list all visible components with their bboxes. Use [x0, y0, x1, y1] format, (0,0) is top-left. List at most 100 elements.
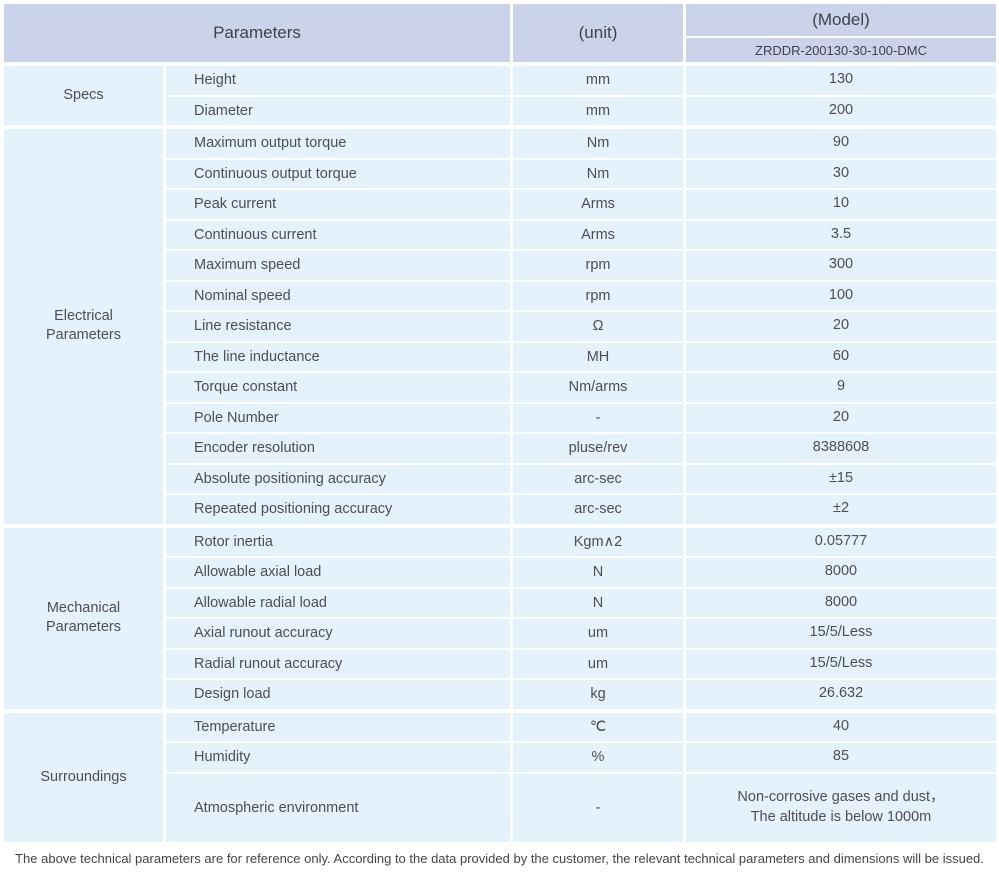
unit-cell: kg [513, 680, 683, 709]
unit-cell: Kgm∧2 [513, 527, 683, 556]
param-cell: Temperature [166, 712, 510, 741]
value-cell: 8000 [686, 588, 996, 617]
param-cell: Absolute positioning accuracy [166, 464, 510, 493]
unit-cell: Nm [513, 159, 683, 188]
value-cell: 26.632 [686, 680, 996, 709]
param-cell: Line resistance [166, 312, 510, 341]
section-label: Surroundings [4, 712, 163, 842]
section-specs: Specs Height mm 130 Diameter mm 200 [4, 66, 996, 125]
section-label: Electrical Parameters [4, 129, 163, 524]
table-row: Continuous current Arms 3.5 [166, 220, 996, 249]
table-row: Absolute positioning accuracy arc-sec ±1… [166, 464, 996, 493]
model-header-group: (Model) ZRDDR-200130-30-100-DMC [686, 4, 996, 62]
param-cell: Maximum output torque [166, 129, 510, 158]
param-cell: Height [166, 66, 510, 95]
section-rows: Maximum output torque Nm 90 Continuous o… [166, 129, 996, 524]
value-cell: Non-corrosive gases and dust， The altitu… [686, 773, 996, 842]
section-rows: Height mm 130 Diameter mm 200 [166, 66, 996, 125]
section-mechanical-parameters: Mechanical Parameters Rotor inertia Kgm∧… [4, 527, 996, 709]
model-header: (Model) [686, 4, 996, 36]
param-cell: Atmospheric environment [166, 773, 510, 842]
param-cell: Peak current [166, 190, 510, 219]
unit-cell: um [513, 649, 683, 678]
footer-note: The above technical parameters are for r… [15, 850, 984, 866]
value-cell: 20 [686, 403, 996, 432]
param-cell: Radial runout accuracy [166, 649, 510, 678]
table-row: Line resistance Ω 20 [166, 312, 996, 341]
unit-cell: arc-sec [513, 495, 683, 524]
value-cell: 30 [686, 159, 996, 188]
value-cell: 40 [686, 712, 996, 741]
table-row: Height mm 130 [166, 66, 996, 95]
table-row: Temperature ℃ 40 [166, 712, 996, 741]
table-row: Axial runout accuracy um 15/5/Less [166, 619, 996, 648]
table-row: Humidity % 85 [166, 743, 996, 772]
param-cell: Continuous current [166, 220, 510, 249]
value-cell: 0.05777 [686, 527, 996, 556]
param-cell: Allowable radial load [166, 588, 510, 617]
table-row: Continuous output torque Nm 30 [166, 159, 996, 188]
table-row: Pole Number - 20 [166, 403, 996, 432]
value-cell: 90 [686, 129, 996, 158]
unit-cell: Arms [513, 190, 683, 219]
param-cell: Repeated positioning accuracy [166, 495, 510, 524]
unit-cell: - [513, 773, 683, 842]
value-cell: 8388608 [686, 434, 996, 463]
unit-cell: mm [513, 66, 683, 95]
param-cell: Maximum speed [166, 251, 510, 280]
value-cell: 60 [686, 342, 996, 371]
table-row: Nominal speed rpm 100 [166, 281, 996, 310]
table-row: Repeated positioning accuracy arc-sec ±2 [166, 495, 996, 524]
section-rows: Temperature ℃ 40 Humidity % 85 Atmospher… [166, 712, 996, 842]
param-cell: Continuous output torque [166, 159, 510, 188]
value-cell: 300 [686, 251, 996, 280]
table-row: Encoder resolution pluse/rev 8388608 [166, 434, 996, 463]
value-cell: 10 [686, 190, 996, 219]
unit-cell: pluse/rev [513, 434, 683, 463]
param-cell: Axial runout accuracy [166, 619, 510, 648]
unit-cell: MH [513, 342, 683, 371]
unit-cell: rpm [513, 251, 683, 280]
unit-cell: arc-sec [513, 464, 683, 493]
param-cell: Diameter [166, 96, 510, 125]
table-row: Maximum output torque Nm 90 [166, 129, 996, 158]
value-cell: 9 [686, 373, 996, 402]
value-cell: 200 [686, 96, 996, 125]
model-code: ZRDDR-200130-30-100-DMC [686, 38, 996, 62]
section-electrical-parameters: Electrical Parameters Maximum output tor… [4, 129, 996, 524]
section-label: Specs [4, 66, 163, 125]
unit-cell: Nm/arms [513, 373, 683, 402]
parameters-header: Parameters [4, 4, 510, 62]
value-cell: 130 [686, 66, 996, 95]
section-label: Mechanical Parameters [4, 527, 163, 709]
table-row: Allowable radial load N 8000 [166, 588, 996, 617]
value-cell: 20 [686, 312, 996, 341]
param-cell: Humidity [166, 743, 510, 772]
table-row: Rotor inertia Kgm∧2 0.05777 [166, 527, 996, 556]
param-cell: Allowable axial load [166, 558, 510, 587]
param-cell: Rotor inertia [166, 527, 510, 556]
unit-header: (unit) [513, 4, 683, 62]
spec-table: Parameters (unit) (Model) ZRDDR-200130-3… [4, 4, 996, 842]
unit-cell: Arms [513, 220, 683, 249]
table-row: Design load kg 26.632 [166, 680, 996, 709]
param-cell: Design load [166, 680, 510, 709]
unit-cell: Ω [513, 312, 683, 341]
value-cell: ±2 [686, 495, 996, 524]
param-cell: Encoder resolution [166, 434, 510, 463]
unit-cell: N [513, 558, 683, 587]
unit-cell: Nm [513, 129, 683, 158]
table-row: Atmospheric environment - Non-corrosive … [166, 773, 996, 842]
unit-cell: - [513, 403, 683, 432]
value-cell: 3.5 [686, 220, 996, 249]
section-surroundings: Surroundings Temperature ℃ 40 Humidity %… [4, 712, 996, 842]
value-cell: 15/5/Less [686, 649, 996, 678]
unit-cell: N [513, 588, 683, 617]
value-cell: ±15 [686, 464, 996, 493]
table-row: The line inductance MH 60 [166, 342, 996, 371]
table-row: Allowable axial load N 8000 [166, 558, 996, 587]
param-cell: Pole Number [166, 403, 510, 432]
unit-cell: um [513, 619, 683, 648]
param-cell: Torque constant [166, 373, 510, 402]
unit-cell: mm [513, 96, 683, 125]
